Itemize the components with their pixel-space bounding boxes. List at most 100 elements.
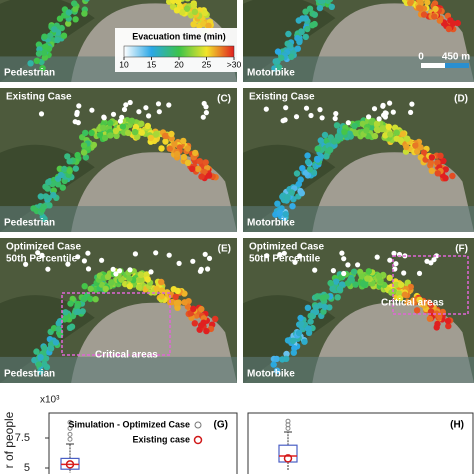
evacuation-dot — [434, 159, 441, 166]
multiplier: x10³ — [40, 395, 60, 406]
safe-point — [113, 271, 119, 277]
evacuation-dot — [196, 158, 203, 165]
evacuation-dot — [64, 153, 71, 160]
colorbar-tick-label: 20 — [174, 59, 184, 69]
evacuation-dot — [170, 286, 177, 293]
evacuation-dot — [58, 24, 65, 32]
safe-point — [166, 252, 172, 258]
evacuation-dot — [158, 145, 165, 152]
safe-point — [376, 116, 382, 122]
mode-label: Motorbike — [247, 218, 295, 229]
evacuation-dot — [175, 0, 182, 5]
evacuation-dot — [432, 5, 439, 13]
safe-point — [433, 253, 440, 259]
evacuation-dot — [42, 193, 49, 200]
evacuation-dot — [72, 5, 79, 13]
colorbar-tick-label: >30 — [227, 59, 242, 69]
existing-case — [65, 460, 75, 469]
evacuation-dot — [348, 277, 355, 284]
safe-point — [293, 114, 300, 120]
outlier — [67, 419, 73, 425]
y-axis-label: r of people — [2, 411, 16, 468]
evacuation-dot — [44, 185, 51, 192]
outlier — [67, 431, 73, 437]
evacuation-dot — [205, 22, 212, 29]
evacuation-dot — [104, 273, 112, 280]
evacuation-dot — [65, 9, 73, 16]
evacuation-dot — [270, 361, 277, 368]
safe-point — [374, 254, 380, 260]
case-label: Existing Case — [249, 92, 315, 103]
safe-point — [203, 110, 209, 116]
evacuation-dot — [393, 281, 400, 288]
evacuation-dot — [80, 149, 88, 156]
evacuation-dot — [387, 131, 394, 138]
evacuation-dot — [37, 368, 44, 375]
evacuation-dot — [66, 324, 74, 331]
evacuation-dot — [112, 127, 120, 135]
evacuation-dot — [173, 7, 181, 14]
evacuation-dot — [271, 65, 278, 72]
evacuation-dot — [144, 276, 151, 283]
colorbar-tick-label: 15 — [147, 59, 157, 69]
evacuation-dot — [46, 32, 54, 39]
evacuation-dot — [147, 289, 155, 296]
evacuation-dot — [55, 181, 62, 188]
box-panel: (G) — [48, 412, 238, 474]
evacuation-dot — [323, 153, 330, 160]
evacuation-dot — [312, 304, 320, 311]
safe-point — [166, 102, 172, 108]
plot-frame — [48, 412, 238, 474]
safe-point — [387, 257, 393, 263]
evacuation-dot — [180, 153, 188, 161]
evacuation-dot — [427, 301, 435, 309]
evacuation-dot — [307, 318, 314, 325]
evacuation-dot — [71, 0, 78, 7]
safe-point — [38, 111, 45, 117]
evacuation-dot — [417, 154, 424, 161]
evacuation-dot — [30, 205, 37, 212]
evacuation-dot — [184, 0, 191, 2]
evacuation-dot — [52, 339, 60, 346]
evacuation-dot — [304, 158, 312, 166]
evacuation-dot — [162, 138, 169, 145]
evacuation-dot — [190, 305, 197, 312]
evacuation-dot — [433, 310, 440, 317]
colorbar-tick-label: 25 — [202, 59, 212, 69]
safe-point — [281, 250, 287, 256]
safe-point — [428, 260, 434, 266]
mode-label: Motorbike — [247, 369, 295, 380]
evacuation-dot — [96, 131, 104, 139]
evacuation-dot — [74, 151, 81, 159]
evacuation-dot — [180, 137, 187, 145]
critical-area-label: Critical areas — [381, 298, 444, 309]
map-panels: Pedestrian Motorbike Pedestrian Existing Ca… — [0, 0, 474, 383]
evacuation-dot — [396, 294, 404, 302]
safe-point — [89, 107, 95, 113]
evacuation-dot — [301, 338, 308, 345]
evacuation-dot — [417, 144, 424, 151]
evacuation-dot — [336, 133, 344, 141]
evacuation-dot — [72, 165, 80, 172]
safe-point — [176, 260, 182, 266]
overlay: Evacuation time (min) 10 15 20 25 >30 0 450 m — [115, 28, 470, 72]
safe-point — [424, 258, 430, 264]
evacuation-dot — [284, 194, 291, 201]
evacuation-dot — [331, 138, 338, 145]
safe-point — [39, 252, 45, 258]
safe-point — [317, 107, 323, 113]
evacuation-dot — [126, 283, 133, 290]
evacuation-dot — [298, 28, 305, 36]
evacuation-dot — [341, 128, 348, 135]
evacuation-dot — [314, 293, 321, 300]
evacuation-dot — [102, 285, 109, 292]
evacuation-dot — [173, 299, 181, 307]
evacuation-dot — [293, 170, 301, 177]
evacuation-dot — [82, 129, 89, 137]
evacuation-dot — [273, 367, 281, 374]
evacuation-dot — [302, 15, 309, 22]
percentile-label: 50th Percentile — [249, 254, 321, 265]
y-tick-label: 5 — [24, 462, 30, 474]
evacuation-dot — [426, 315, 434, 322]
